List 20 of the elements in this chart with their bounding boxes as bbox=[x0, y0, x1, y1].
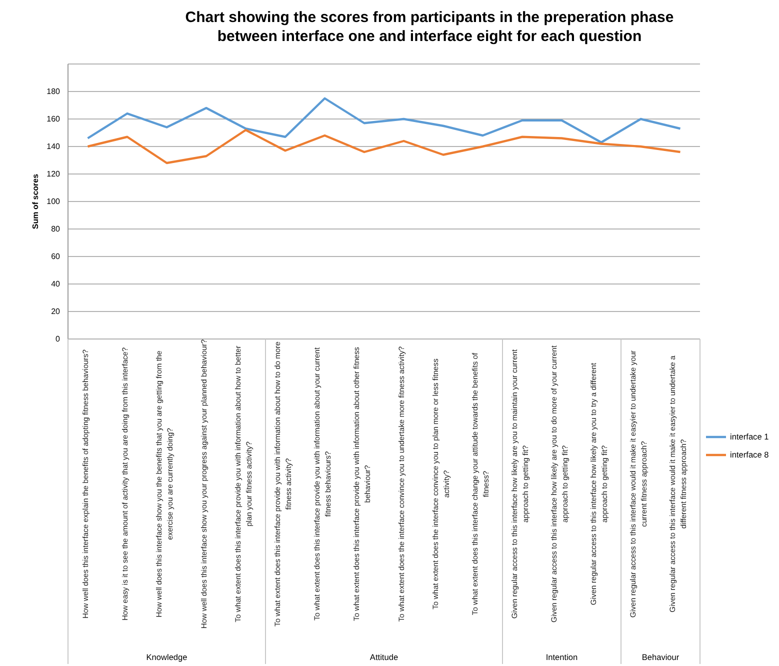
text: Attitude bbox=[370, 652, 398, 662]
line-series bbox=[86, 97, 682, 144]
y-tick-label: 60 bbox=[51, 252, 61, 262]
y-tick-label: 80 bbox=[51, 224, 61, 234]
y-tick-label: 180 bbox=[46, 87, 61, 96]
text: Behaviour bbox=[642, 652, 680, 662]
legend-label: interface 1 bbox=[730, 432, 770, 442]
text: Intention bbox=[546, 652, 578, 662]
y-tick-label: 140 bbox=[46, 142, 61, 152]
y-tick-label: 0 bbox=[56, 334, 61, 344]
y-tick-label: 160 bbox=[46, 114, 61, 124]
legend-label: interface 8 bbox=[730, 450, 770, 460]
chart-title: Chart showing the scores from participants in the preperation phase between interface one and interface eight for each question bbox=[185, 9, 674, 45]
y-tick-label: 100 bbox=[46, 197, 61, 206]
y-tick-label: 40 bbox=[51, 280, 61, 289]
y-tick-label: 20 bbox=[51, 307, 61, 316]
y-axis-title: Sum of scores bbox=[31, 173, 40, 230]
y-tick-label: 120 bbox=[46, 170, 61, 179]
text: Knowledge bbox=[146, 652, 188, 662]
line-series bbox=[86, 128, 682, 164]
